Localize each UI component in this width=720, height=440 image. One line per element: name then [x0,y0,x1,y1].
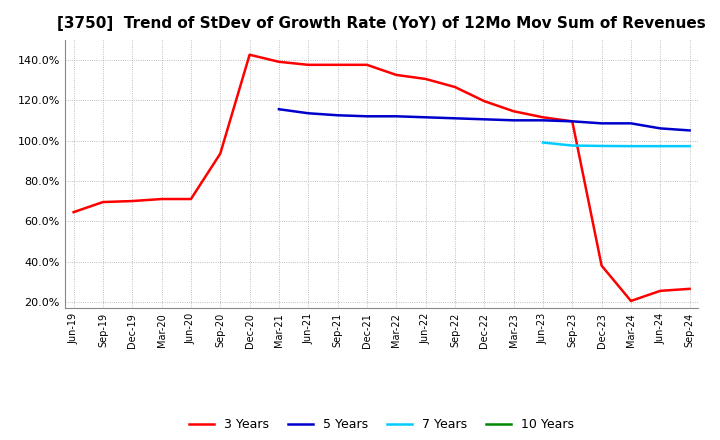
3 Years [421,76,430,81]
5 Years [333,113,342,118]
3 Years [99,199,107,205]
3 Years [69,209,78,215]
7 Years [568,143,577,148]
3 Years [392,72,400,77]
5 Years [304,110,312,116]
5 Years [626,121,635,126]
Line: 3 Years: 3 Years [73,55,690,301]
3 Years [656,288,665,293]
Title: [3750]  Trend of StDev of Growth Rate (YoY) of 12Mo Mov Sum of Revenues: [3750] Trend of StDev of Growth Rate (Yo… [57,16,706,32]
3 Years [598,263,606,268]
5 Years [363,114,372,119]
5 Years [598,121,606,126]
5 Years [539,117,547,123]
3 Years [626,298,635,304]
5 Years [451,116,459,121]
7 Years [685,143,694,149]
5 Years [656,126,665,131]
3 Years [128,198,137,204]
5 Years [480,117,489,122]
3 Years [568,119,577,124]
3 Years [246,52,254,57]
3 Years [333,62,342,67]
3 Years [539,115,547,120]
Legend: 3 Years, 5 Years, 7 Years, 10 Years: 3 Years, 5 Years, 7 Years, 10 Years [184,413,579,436]
5 Years [274,106,283,112]
3 Years [157,196,166,202]
3 Years [186,196,195,202]
3 Years [451,84,459,90]
5 Years [392,114,400,119]
3 Years [216,151,225,156]
7 Years [598,143,606,149]
5 Years [509,117,518,123]
Line: 7 Years: 7 Years [543,143,690,146]
3 Years [480,99,489,104]
Line: 5 Years: 5 Years [279,109,690,130]
7 Years [626,143,635,149]
5 Years [568,119,577,124]
3 Years [685,286,694,291]
3 Years [509,109,518,114]
7 Years [656,143,665,149]
3 Years [304,62,312,67]
3 Years [363,62,372,67]
5 Years [685,128,694,133]
7 Years [539,140,547,145]
3 Years [274,59,283,64]
5 Years [421,115,430,120]
